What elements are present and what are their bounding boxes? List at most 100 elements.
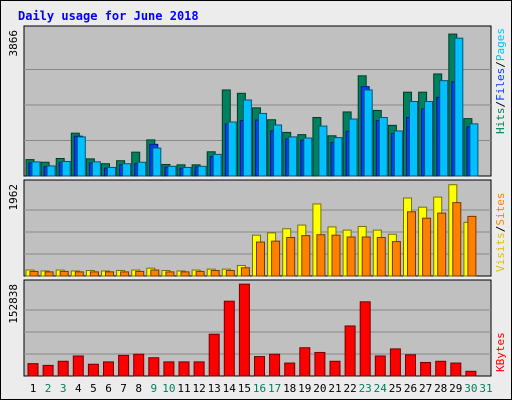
bar-pages-day-6 xyxy=(107,166,116,177)
bar-kbytes-day-6 xyxy=(103,361,114,377)
y-max-label: 152838 xyxy=(7,284,20,324)
bar-kbytes-day-3 xyxy=(57,360,69,377)
x-tick-label: 31 xyxy=(479,382,492,395)
bar-pages-day-14 xyxy=(227,121,237,177)
bar-sites-day-2 xyxy=(44,271,54,277)
x-tick-label: 26 xyxy=(404,382,417,395)
bar-kbytes-day-22 xyxy=(344,325,356,377)
x-tick-label: 15 xyxy=(238,382,251,395)
bar-kbytes-day-5 xyxy=(87,363,99,377)
legend-entry: Pages xyxy=(494,28,507,61)
bar-sites-day-5 xyxy=(89,271,99,277)
bar-pages-day-17 xyxy=(273,124,283,177)
x-tick-label: 21 xyxy=(328,382,341,395)
x-tick-label: 19 xyxy=(298,382,311,395)
bar-kbytes-day-4 xyxy=(72,355,84,377)
bar-pages-day-7 xyxy=(122,163,132,177)
bar-pages-day-10 xyxy=(167,165,177,177)
bar-sites-day-16 xyxy=(256,241,265,277)
bar-kbytes-day-28 xyxy=(435,360,447,377)
bar-pages-day-23 xyxy=(363,89,373,177)
x-tick-label: 30 xyxy=(464,382,477,395)
bar-pages-day-9 xyxy=(152,147,162,177)
bar-sites-day-24 xyxy=(376,236,386,277)
bar-sites-day-18 xyxy=(286,236,296,277)
bar-sites-day-7 xyxy=(120,271,130,277)
bar-kbytes-day-15 xyxy=(238,283,250,377)
bar-sites-day-12 xyxy=(195,270,205,277)
y-max-label: 1962 xyxy=(7,184,20,211)
bar-sites-day-9 xyxy=(150,269,160,277)
x-tick-label: 18 xyxy=(283,382,296,395)
bar-pages-day-30 xyxy=(469,123,479,177)
x-tick-label: 9 xyxy=(150,382,157,395)
x-tick-label: 10 xyxy=(162,382,175,395)
bar-kbytes-day-10 xyxy=(163,361,175,377)
legend-bottom: KBytes xyxy=(494,332,507,372)
bar-sites-day-17 xyxy=(271,240,281,277)
bar-pages-day-19 xyxy=(303,137,313,177)
bar-pages-day-26 xyxy=(409,101,418,177)
bar-pages-day-24 xyxy=(378,117,388,177)
bar-pages-day-15 xyxy=(242,99,252,177)
bar-sites-day-13 xyxy=(210,269,220,277)
legend-entry: KBytes xyxy=(494,332,507,372)
x-tick-label: 20 xyxy=(313,382,326,395)
bar-sites-day-25 xyxy=(391,241,401,277)
bar-sites-day-1 xyxy=(29,270,39,277)
bar-kbytes-day-24 xyxy=(374,355,386,377)
legend-top: Hits/Files/Pages xyxy=(494,28,507,134)
bar-kbytes-day-25 xyxy=(389,348,401,377)
bar-pages-day-27 xyxy=(424,101,434,177)
bar-sites-day-14 xyxy=(225,269,235,277)
bar-kbytes-day-20 xyxy=(314,351,326,377)
bar-pages-day-12 xyxy=(197,165,207,177)
panel-kbytes: 152838 xyxy=(7,279,492,377)
bar-kbytes-day-12 xyxy=(193,361,205,377)
x-tick-label: 8 xyxy=(135,382,142,395)
bar-pages-day-8 xyxy=(137,161,147,177)
bar-pages-day-21 xyxy=(333,137,343,177)
x-tick-label: 16 xyxy=(253,382,266,395)
bar-sites-day-23 xyxy=(361,236,371,277)
bar-sites-day-19 xyxy=(301,235,311,277)
x-tick-label: 12 xyxy=(192,382,205,395)
bar-pages-day-5 xyxy=(91,161,101,177)
x-tick-label: 14 xyxy=(223,382,237,395)
legend-entry: / xyxy=(494,61,507,68)
bar-kbytes-day-16 xyxy=(254,356,265,377)
bar-sites-day-6 xyxy=(105,271,114,277)
bar-kbytes-day-21 xyxy=(329,360,341,377)
chart-title: Daily usage for June 2018 xyxy=(18,9,199,23)
x-tick-label: 4 xyxy=(75,382,82,395)
bar-pages-day-11 xyxy=(182,166,192,177)
x-tick-label: 28 xyxy=(434,382,447,395)
bar-kbytes-day-2 xyxy=(42,364,54,377)
x-tick-label: 24 xyxy=(374,382,388,395)
bar-sites-day-29 xyxy=(452,202,462,277)
x-tick-label: 7 xyxy=(120,382,127,395)
bar-pages-day-28 xyxy=(439,80,449,177)
bar-sites-day-11 xyxy=(180,271,190,277)
bar-pages-day-4 xyxy=(76,136,86,177)
bar-pages-day-3 xyxy=(61,160,71,177)
bar-kbytes-day-18 xyxy=(284,362,296,377)
bar-kbytes-day-19 xyxy=(299,347,311,377)
bar-sites-day-4 xyxy=(74,271,84,277)
bar-sites-day-3 xyxy=(59,270,69,277)
x-tick-label: 6 xyxy=(105,382,112,395)
bar-sites-day-21 xyxy=(331,234,341,277)
x-tick-label: 13 xyxy=(208,382,221,395)
x-tick-label: 5 xyxy=(90,382,97,395)
legend-entry: / xyxy=(494,101,507,108)
bar-kbytes-day-17 xyxy=(269,353,281,377)
bar-kbytes-day-23 xyxy=(359,301,371,377)
x-tick-label: 2 xyxy=(45,382,52,395)
x-tick-label: 1 xyxy=(30,382,37,395)
y-max-label: 3866 xyxy=(7,30,20,57)
bar-kbytes-day-26 xyxy=(405,354,416,377)
bar-kbytes-day-29 xyxy=(450,362,462,377)
bar-pages-day-18 xyxy=(288,136,298,177)
bar-kbytes-day-14 xyxy=(223,300,235,377)
